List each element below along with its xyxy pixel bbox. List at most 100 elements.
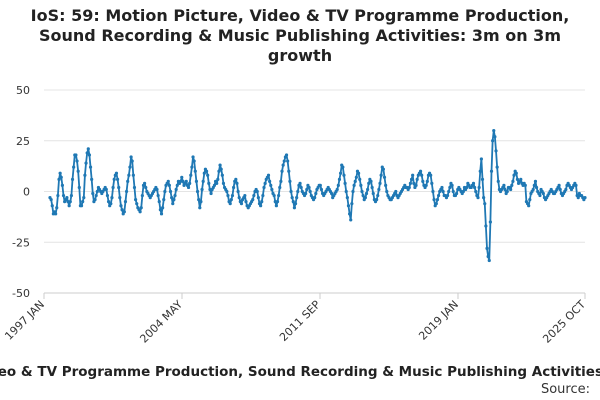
data-point <box>65 195 69 200</box>
data-point <box>60 183 64 188</box>
data-point <box>289 189 293 194</box>
data-point <box>194 179 199 183</box>
y-tick-label: -25 <box>12 236 30 249</box>
data-point <box>505 189 509 194</box>
data-point <box>495 165 499 169</box>
data-point <box>574 183 578 188</box>
data-point <box>86 147 90 151</box>
data-point <box>538 193 542 198</box>
data-point <box>172 198 176 202</box>
data-point <box>221 181 226 185</box>
x-tick-label: 2011 SEP <box>277 298 323 344</box>
data-point <box>407 185 411 190</box>
data-point <box>218 163 222 167</box>
data-point <box>81 200 85 204</box>
data-point <box>350 202 354 206</box>
data-point <box>129 155 133 159</box>
data-point <box>69 193 73 198</box>
data-point <box>414 183 418 188</box>
data-point <box>155 187 159 192</box>
source-label: Source: <box>540 382 590 397</box>
data-point <box>189 173 193 177</box>
data-point <box>492 129 496 133</box>
data-point <box>296 189 300 194</box>
data-point <box>293 202 298 206</box>
data-point <box>445 193 450 198</box>
data-point <box>128 165 132 169</box>
data-point <box>239 202 244 206</box>
data-point <box>354 175 358 179</box>
data-point <box>66 200 70 204</box>
data-point <box>272 193 276 198</box>
data-point <box>441 189 445 194</box>
data-point <box>199 200 203 204</box>
data-point <box>282 159 286 163</box>
data-point <box>375 198 379 202</box>
data-point <box>465 185 469 190</box>
data-point <box>371 191 375 196</box>
data-point <box>167 183 171 188</box>
data-point <box>132 185 137 190</box>
data-point <box>307 185 311 190</box>
data-point <box>130 159 134 163</box>
data-point <box>166 179 170 183</box>
data-point <box>207 181 211 185</box>
data-point <box>351 189 355 194</box>
data-point <box>436 193 441 198</box>
data-point <box>55 206 59 210</box>
data-point <box>54 212 58 216</box>
data-point <box>533 179 538 183</box>
data-point <box>487 258 491 263</box>
data-point <box>450 183 454 188</box>
data-point <box>173 193 177 198</box>
data-point <box>123 200 128 204</box>
data-point <box>193 169 197 173</box>
data-point <box>461 189 465 194</box>
data-point <box>117 185 121 190</box>
data-point <box>502 183 506 188</box>
data-point <box>212 183 217 188</box>
data-point <box>68 200 72 204</box>
data-point <box>88 165 93 169</box>
data-point <box>412 181 416 185</box>
data-point <box>256 195 260 200</box>
data-point <box>174 187 178 192</box>
data-point <box>91 191 95 196</box>
data-point <box>163 189 167 194</box>
data-point <box>230 193 235 198</box>
data-point <box>255 189 259 194</box>
y-tick-label: 0 <box>23 186 30 199</box>
data-point <box>229 198 233 202</box>
data-point <box>429 173 433 177</box>
data-point <box>299 185 303 190</box>
data-point <box>143 181 147 185</box>
data-point <box>58 171 62 175</box>
data-point <box>216 177 220 181</box>
data-point <box>186 185 191 190</box>
data-point <box>266 173 271 177</box>
data-point <box>346 204 351 208</box>
data-point <box>77 185 81 190</box>
data-point <box>74 153 78 157</box>
data-point <box>336 183 340 188</box>
data-point <box>139 206 143 210</box>
y-tick-label: 50 <box>16 84 30 97</box>
data-point <box>348 212 352 216</box>
data-point <box>138 210 142 214</box>
data-point <box>447 189 451 194</box>
data-point <box>135 202 139 206</box>
data-point <box>215 181 219 185</box>
data-point <box>144 185 148 190</box>
data-point <box>349 218 353 222</box>
data-point <box>225 189 229 194</box>
data-point <box>298 181 302 185</box>
data-point <box>295 195 299 200</box>
data-point <box>61 193 66 198</box>
data-point <box>115 177 120 181</box>
data-point <box>157 200 161 204</box>
data-point <box>511 179 515 183</box>
y-tick-label: -50 <box>12 287 30 300</box>
data-point <box>476 195 480 200</box>
data-point <box>367 181 371 185</box>
data-point <box>119 204 123 208</box>
